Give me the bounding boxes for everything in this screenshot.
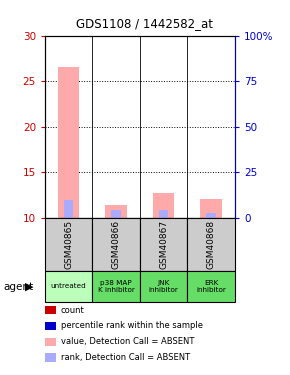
Bar <box>140 217 187 271</box>
Text: GSM40866: GSM40866 <box>112 219 121 268</box>
Bar <box>153 193 174 217</box>
Bar <box>200 200 222 217</box>
Text: value, Detection Call = ABSENT: value, Detection Call = ABSENT <box>61 337 194 346</box>
Text: GSM40865: GSM40865 <box>64 219 73 268</box>
Bar <box>187 217 235 271</box>
Bar <box>58 68 79 218</box>
Bar <box>159 210 168 218</box>
Text: agent: agent <box>3 282 33 291</box>
Bar <box>93 271 140 302</box>
Text: ERK
inhibitor: ERK inhibitor <box>196 280 226 293</box>
Bar <box>93 217 140 271</box>
Text: count: count <box>61 306 85 315</box>
Bar <box>206 213 216 217</box>
Text: rank, Detection Call = ABSENT: rank, Detection Call = ABSENT <box>61 353 190 362</box>
Text: GSM40867: GSM40867 <box>159 219 168 268</box>
Text: percentile rank within the sample: percentile rank within the sample <box>61 321 203 330</box>
Bar <box>106 205 127 218</box>
Text: GDS1108 / 1442582_at: GDS1108 / 1442582_at <box>77 17 213 30</box>
Text: GSM40868: GSM40868 <box>207 219 216 268</box>
Text: untreated: untreated <box>51 284 87 290</box>
Bar <box>45 217 93 271</box>
Bar <box>64 200 73 217</box>
Text: JNK
inhibitor: JNK inhibitor <box>149 280 179 293</box>
Bar <box>45 271 93 302</box>
Bar <box>111 210 121 218</box>
Bar <box>140 271 187 302</box>
Text: ▶: ▶ <box>25 282 34 291</box>
Text: p38 MAP
K inhibitor: p38 MAP K inhibitor <box>98 280 135 293</box>
Bar <box>187 271 235 302</box>
